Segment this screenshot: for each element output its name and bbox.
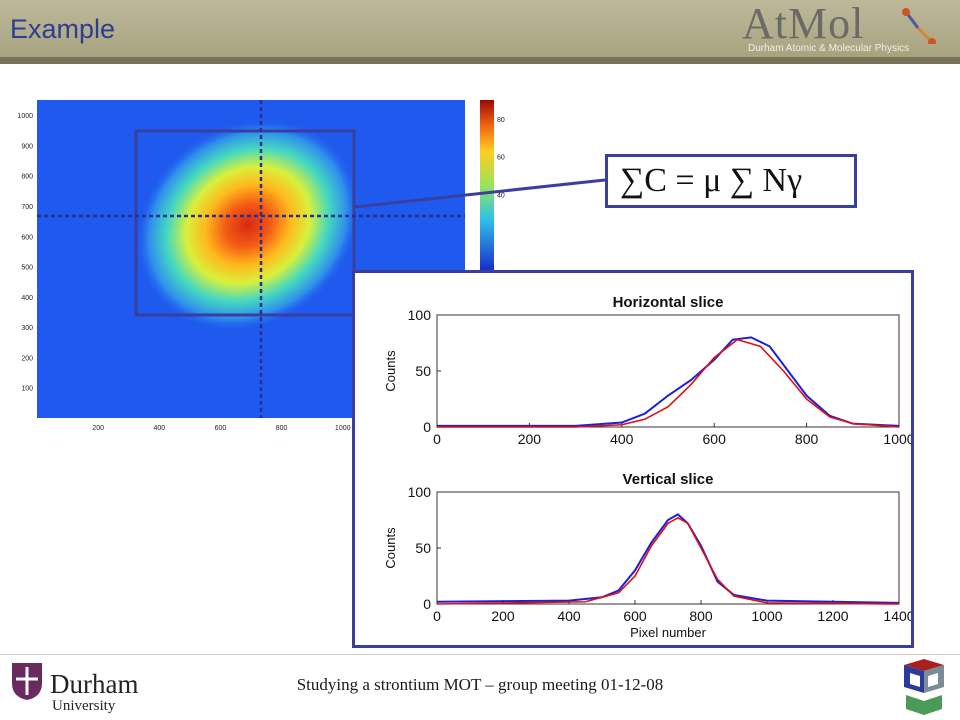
horizontal-slice-x-tick-label: 0 [433, 431, 441, 447]
region-of-interest-box [134, 129, 356, 317]
horizontal-slice-y-tick-label: 50 [415, 363, 431, 379]
horizontal-slice-data-series [437, 336, 900, 427]
atmol-molecule-icon [902, 8, 936, 44]
horizontal-slice-x-tick-label: 400 [610, 431, 634, 447]
durham-name: Durham [50, 669, 139, 699]
durham-crest-icon [12, 663, 42, 700]
vertical-slice-x-tick-label: 800 [689, 608, 713, 624]
heatmap-y-tick-label: 700 [21, 204, 33, 211]
heatmap-x-tick-label: 200 [92, 425, 104, 432]
heatmap-y-tick-label: 800 [21, 174, 33, 181]
atom-cloud [135, 118, 361, 332]
group-cube-logo-icon [904, 659, 944, 715]
vertical-slice-x-tick-label: 200 [491, 608, 515, 624]
horizontal-slice-y-tick-label: 100 [408, 307, 432, 323]
heatmap-y-tick-label: 300 [21, 325, 33, 332]
heatmap-y-tick-label: 900 [21, 143, 33, 150]
colorbar [480, 100, 494, 270]
heatmap-x-tick-label: 400 [153, 425, 165, 432]
vertical-slice-title: Vertical slice [623, 471, 714, 488]
heatmap-y-tick-label: 500 [21, 265, 33, 272]
vertical-slice-x-tick-label: 0 [433, 608, 441, 624]
heatmap-x-tick-label: 1000 [335, 425, 351, 432]
header-divider [0, 57, 960, 64]
vertical-slice-x-tick-label: 600 [623, 608, 647, 624]
horizontal-slice-title: Horizontal slice [613, 294, 724, 311]
heatmap-y-tick-label: 400 [21, 295, 33, 302]
colorbar-tick-label: 40 [497, 192, 505, 199]
vertical-slice-y-axis-label: Counts [383, 527, 398, 569]
vertical-slice-x-tick-label: 1400 [883, 608, 911, 624]
atmol-logo-name: AtMol [742, 0, 865, 48]
horizontal-slice-y-axis-label: Counts [383, 350, 398, 392]
footer-divider [0, 654, 960, 655]
heatmap-y-tick-label: 200 [21, 355, 33, 362]
vertical-slice-plot: Vertical slice Counts Pixel number 0 200 400 6… [383, 471, 915, 640]
heatmap-y-tick-label: 100 [21, 386, 33, 393]
horizontal-slice-x-tick-label: 800 [795, 431, 819, 447]
durham-university-logo: Durham University [10, 659, 150, 717]
vertical-slice-x-tick-label: 1200 [817, 608, 848, 624]
horizontal-slice-plot: Horizontal slice Counts 0 200 400 600 800 1000 0… [383, 294, 915, 447]
footer-text: Studying a strontium MOT – group meeting… [296, 675, 664, 694]
vertical-slice-y-tick-label: 50 [415, 540, 431, 556]
atmol-logo: AtMol Durham Atomic & Molecular Physics [742, 0, 942, 56]
horizontal-slice-x-tick-label: 600 [703, 431, 727, 447]
equation-text: ∑C = μ ∑ Nγ [620, 162, 803, 199]
vertical-slice-y-tick-label: 0 [423, 596, 431, 612]
colorbar-tick-label: 60 [497, 155, 505, 162]
vertical-slice-axes-box [436, 491, 900, 605]
vertical-slice-x-tick-label: 400 [557, 608, 581, 624]
colorbar-tick-label: 80 [497, 117, 505, 124]
heatmap-x-tick-label: 600 [215, 425, 227, 432]
horizontal-slice-y-tick-label: 0 [423, 419, 431, 435]
vertical-slice-x-axis-label: Pixel number [630, 625, 707, 640]
footer: Durham University Studying a strontium M… [0, 655, 960, 720]
vertical-slice-fit-series [436, 516, 900, 605]
slice-plots-panel: Horizontal slice Counts 0 200 400 600 800 1000 0… [352, 270, 915, 648]
horizontal-slice-axes-box [436, 314, 900, 428]
vertical-slice-x-tick-label: 1000 [751, 608, 782, 624]
atmol-logo-subtitle: Durham Atomic & Molecular Physics [748, 43, 910, 54]
heatmap-x-tick-label: 800 [276, 425, 288, 432]
slide-title: Example [10, 14, 116, 44]
durham-subname: University [52, 698, 116, 714]
equation-box: ∑C = μ ∑ Nγ [605, 154, 857, 208]
title-bar [0, 0, 960, 57]
horizontal-slice-x-tick-label: 200 [518, 431, 542, 447]
horizontal-slice-x-tick-label: 1000 [883, 431, 911, 447]
heatmap-y-tick-label: 1000 [17, 113, 33, 120]
vertical-slice-y-tick-label: 100 [408, 484, 432, 500]
heatmap-y-tick-label: 600 [21, 234, 33, 241]
horizontal-slice-fit-series [437, 338, 900, 428]
